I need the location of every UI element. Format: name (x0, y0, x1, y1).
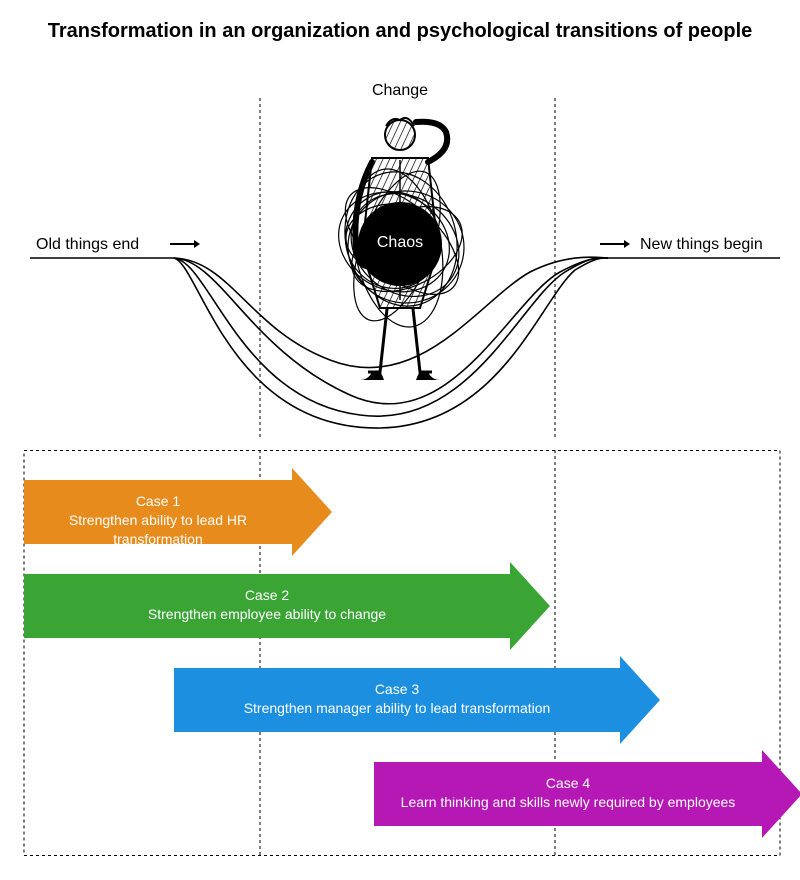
case-3-arrow (174, 656, 660, 744)
transition-diagram (0, 0, 800, 440)
page-root: Transformation in an organization and ps… (0, 0, 800, 880)
cases-panel (0, 450, 800, 860)
case-4-arrow (374, 750, 800, 838)
case-2-arrow (24, 562, 550, 650)
case-1-arrow (24, 468, 332, 556)
